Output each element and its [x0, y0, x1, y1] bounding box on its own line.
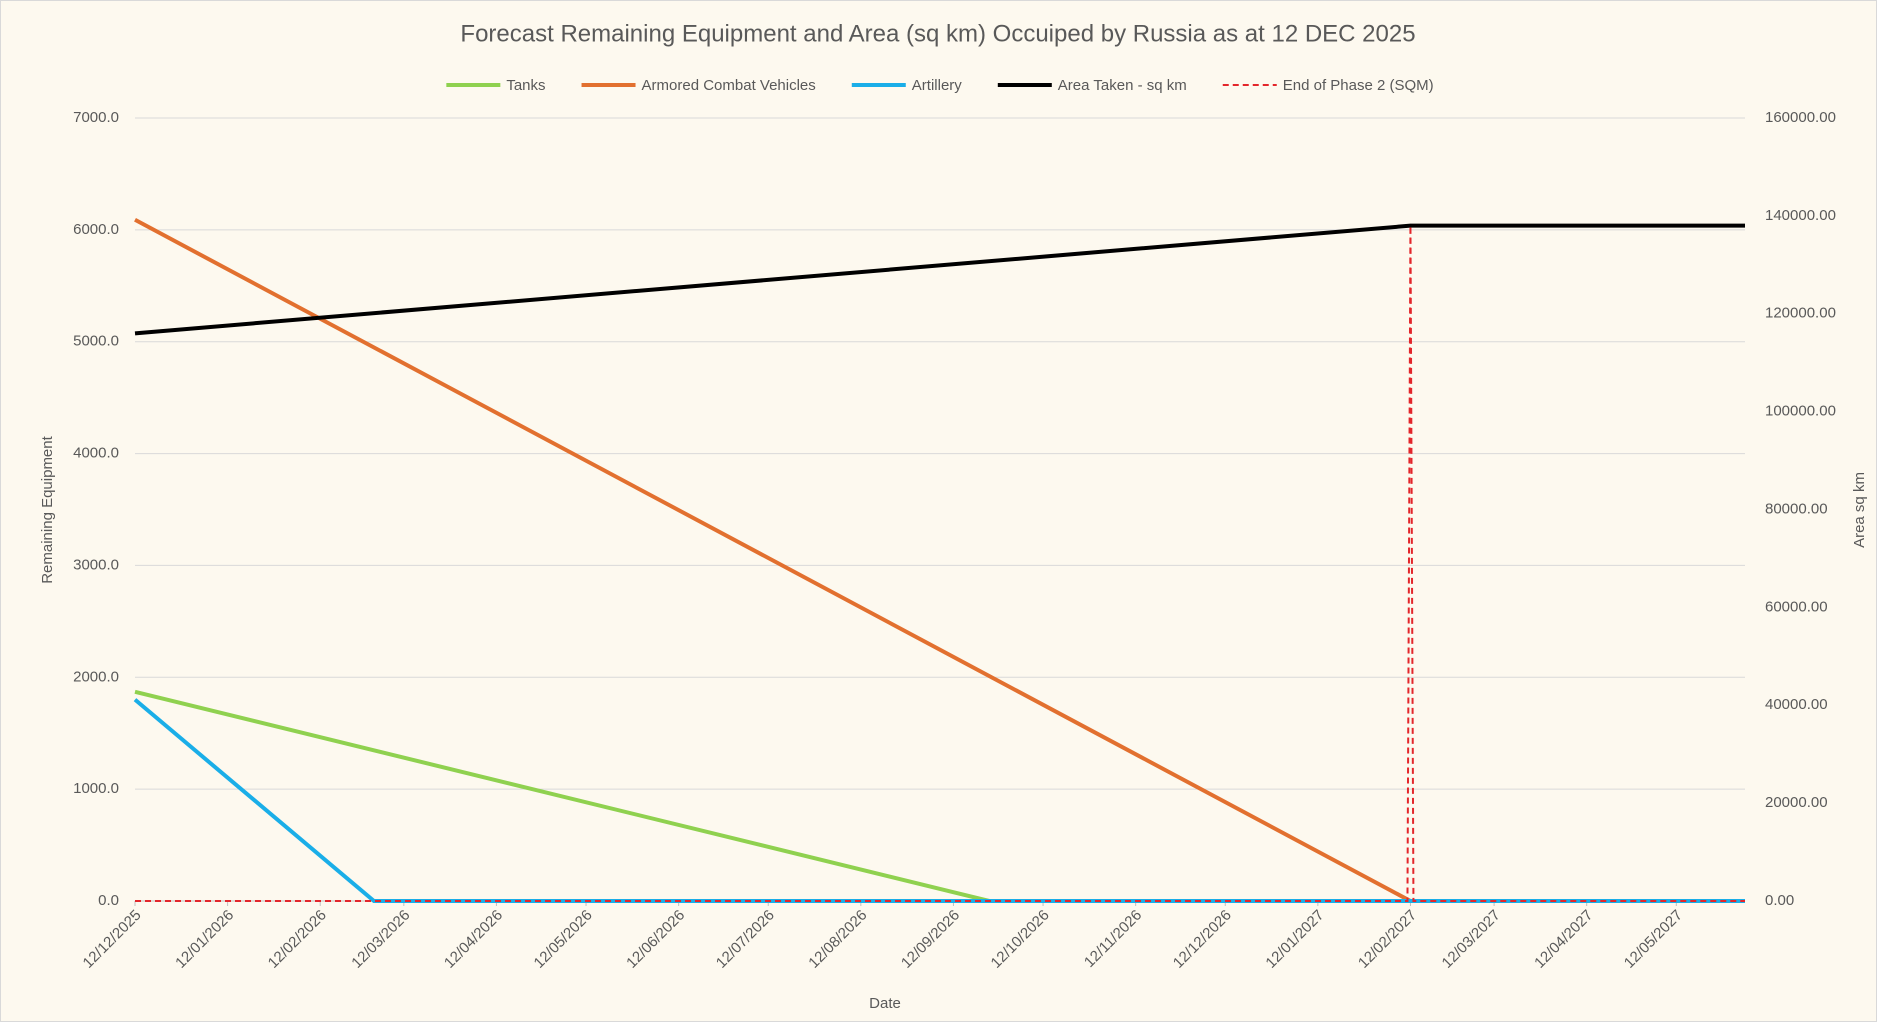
- y-tick-label: 5000.0: [73, 333, 119, 350]
- y-tick-label: 1000.0: [73, 780, 119, 797]
- y2-axis-label: Area sq km: [1851, 472, 1868, 548]
- y2-tick-label: 140000.00: [1765, 207, 1836, 224]
- legend-label: Tanks: [506, 77, 545, 94]
- y-tick-label: 6000.0: [73, 221, 119, 238]
- y2-tick-label: 40000.00: [1765, 696, 1828, 713]
- y2-tick-label: 20000.00: [1765, 794, 1828, 811]
- series-line: [134, 223, 1745, 336]
- legend-label: Area Taken - sq km: [1058, 77, 1187, 94]
- legend-label: Artillery: [912, 77, 963, 94]
- y2-tick-label: 160000.00: [1765, 109, 1836, 126]
- y-tick-label: 0.0: [98, 892, 119, 909]
- legend-label: Armored Combat Vehicles: [642, 77, 816, 94]
- y2-tick-label: 100000.00: [1765, 403, 1836, 420]
- y2-tick-label: 60000.00: [1765, 598, 1828, 615]
- chart-title: Forecast Remaining Equipment and Area (s…: [460, 20, 1415, 47]
- x-axis-label: Date: [869, 995, 901, 1012]
- y-tick-label: 3000.0: [73, 556, 119, 573]
- series-line: [135, 225, 1745, 902]
- y-axis-label: Remaining Equipment: [39, 435, 56, 583]
- y2-tick-label: 80000.00: [1765, 500, 1828, 517]
- y-tick-label: 2000.0: [73, 668, 119, 685]
- y2-tick-label: 120000.00: [1765, 305, 1836, 322]
- y2-tick-label: 0.00: [1765, 892, 1794, 909]
- y-tick-label: 4000.0: [73, 445, 119, 462]
- y-tick-label: 7000.0: [73, 109, 119, 126]
- legend-label: End of Phase 2 (SQM): [1283, 77, 1434, 94]
